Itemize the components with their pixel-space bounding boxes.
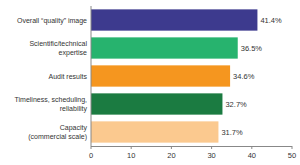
category-label-line: Overall “quality” image: [17, 17, 87, 25]
tick-mark: [292, 146, 293, 149]
category-label: Timeliness, scheduling,reliability: [15, 96, 88, 113]
bars: [91, 9, 257, 142]
axes: 0 10 20 30 40 50: [89, 6, 296, 160]
category-label-line: Scientific/technical: [29, 40, 87, 47]
tick-mark: [131, 146, 132, 149]
category-label: Audit results: [48, 73, 87, 80]
chart-svg: 41.4% Overall “quality” image 36.5% Scienti…: [0, 0, 300, 165]
category-label-line: (commercial scale): [28, 133, 87, 141]
bar: [91, 93, 222, 114]
data-label: 36.5%: [241, 44, 263, 53]
bar: [91, 37, 238, 58]
tick-label: 40: [248, 151, 256, 160]
tick-mark: [251, 146, 252, 149]
data-label: 31.7%: [221, 128, 243, 137]
data-label: 34.6%: [233, 72, 255, 81]
category-label: Overall “quality” image: [17, 17, 87, 25]
bar: [91, 65, 230, 86]
category-label-line: Audit results: [48, 73, 87, 80]
category-label-line: reliability: [60, 105, 88, 113]
tick-label: 50: [288, 151, 296, 160]
category-label-line: Capacity: [60, 124, 88, 132]
chart-container: 41.4% Overall “quality” image 36.5% Scienti…: [0, 0, 300, 165]
data-label: 32.7%: [225, 100, 247, 109]
category-label-line: Timeliness, scheduling,: [15, 96, 88, 104]
value-axis-line: [91, 146, 292, 147]
tick-label: 0: [89, 151, 93, 160]
labels: 41.4% Overall “quality” image 36.5% Scienti…: [15, 16, 283, 141]
tick-mark: [171, 146, 172, 149]
category-label-line: expertise: [59, 49, 88, 57]
tick-label: 30: [207, 151, 215, 160]
category-axis-line: [91, 6, 92, 146]
tick-label: 10: [127, 151, 135, 160]
tick-mark: [91, 146, 92, 149]
bar: [91, 121, 218, 142]
data-label: 41.4%: [260, 16, 282, 25]
category-label: Scientific/technical expertise: [29, 40, 87, 57]
category-label: Capacity(commercial scale): [28, 124, 87, 141]
tick-mark: [211, 146, 212, 149]
tick-label: 20: [167, 151, 175, 160]
bar: [91, 9, 257, 30]
